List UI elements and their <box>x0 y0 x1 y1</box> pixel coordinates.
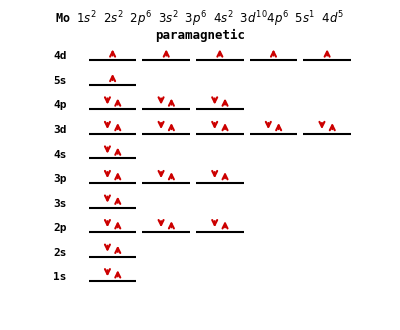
Text: 1s: 1s <box>54 272 67 282</box>
Text: 3s: 3s <box>54 199 67 209</box>
Text: 2s: 2s <box>54 248 67 258</box>
Text: 3d: 3d <box>54 125 67 135</box>
Text: 4s: 4s <box>54 149 67 159</box>
Text: 4d: 4d <box>54 51 67 61</box>
Text: 3p: 3p <box>54 174 67 184</box>
Text: 2p: 2p <box>54 223 67 233</box>
Text: paramagnetic: paramagnetic <box>155 29 245 42</box>
Text: 5s: 5s <box>54 76 67 86</box>
Text: Mo $1s^2$ $2s^2$ $2p^6$ $3s^2$ $3p^6$ $4s^2$ $3d^{10}4p^6$ $5s^1$ $4d^5$: Mo $1s^2$ $2s^2$ $2p^6$ $3s^2$ $3p^6$ $4… <box>56 10 344 29</box>
Text: 4p: 4p <box>54 100 67 111</box>
